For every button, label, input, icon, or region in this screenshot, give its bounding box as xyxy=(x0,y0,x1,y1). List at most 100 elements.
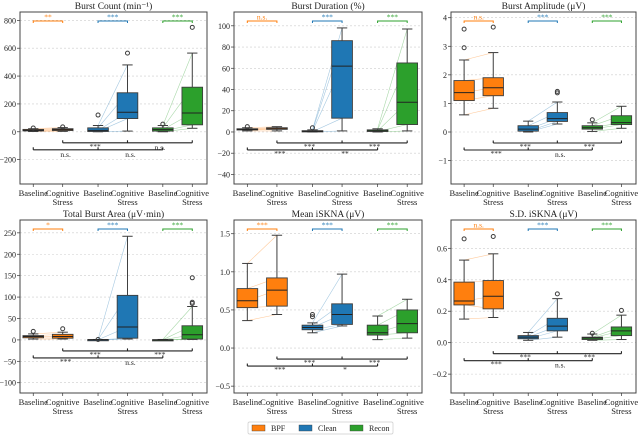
y-tick-label: 20 xyxy=(222,107,230,116)
outlier-point xyxy=(189,275,195,281)
comparison-significance-label: *** xyxy=(154,350,166,359)
x-tick-label-stress-line2: Stress xyxy=(182,406,202,416)
box-iqr xyxy=(546,112,568,122)
paired-significance-label: n.s. xyxy=(473,13,484,22)
y-tick-label: 1 xyxy=(443,99,447,108)
paired-line xyxy=(97,64,128,126)
subplot-4: −100 −50 0 50 100 150 200 250 Total Burst Area (… xyxy=(0,209,209,416)
box-bpf-stress xyxy=(482,234,504,319)
paired-significance-label: n.s. xyxy=(257,13,268,22)
axes-frame xyxy=(233,11,423,185)
legend: BPF Clean Recon xyxy=(247,421,394,435)
x-tick-label-baseline: Baseline xyxy=(514,397,543,407)
y-tick-label: −0.2 xyxy=(432,370,447,379)
paired-significance-label: *** xyxy=(601,13,613,22)
paired-line xyxy=(97,236,128,340)
axes-frame xyxy=(19,219,208,394)
box-bpf-baseline xyxy=(22,328,45,340)
outlier-point xyxy=(189,24,195,30)
paired-line xyxy=(592,314,622,335)
box-recon-baseline xyxy=(581,117,603,132)
x-tick-label-baseline: Baseline xyxy=(148,188,177,198)
x-tick-label-stress-line1: Cognitive xyxy=(176,188,210,198)
legend-label-clean: Clean xyxy=(318,424,337,433)
comparison-significance-label: n.s. xyxy=(125,358,136,367)
paired-significance-label: *** xyxy=(387,221,399,230)
x-tick-label-stress-line2: Stress xyxy=(267,197,287,207)
legend-label-recon: Recon xyxy=(369,424,389,433)
x-tick-label-baseline: Baseline xyxy=(298,188,327,198)
paired-line xyxy=(592,106,622,124)
paired-line xyxy=(528,336,558,341)
legend-swatch-recon xyxy=(349,424,364,432)
comparison-significance-label: n.s. xyxy=(155,143,166,152)
box-bpf-baseline xyxy=(236,262,259,322)
x-tick-label-stress-line1: Cognitive xyxy=(605,397,639,407)
x-tick-label-baseline: Baseline xyxy=(449,188,478,198)
comparison-significance-label: n.s. xyxy=(125,150,136,159)
comparison-significance-label: *** xyxy=(60,357,72,366)
comparison-significance-label: n.s. xyxy=(555,150,566,159)
x-tick-label-baseline: Baseline xyxy=(298,397,327,407)
paired-significance-label: *** xyxy=(107,13,119,22)
subplot-3: −1 0 1 2 3 4 Burst Amplitude (μV) n.s. *** *** ***… xyxy=(438,1,638,207)
paired-line xyxy=(464,52,494,61)
subplot-6: −0.2 0.0 0.2 0.4 0.6 S.D. iSKNA (μV) n.s. *** **… xyxy=(432,209,638,416)
box-iqr xyxy=(610,115,633,126)
x-tick-label-stress-line1: Cognitive xyxy=(111,397,145,407)
paired-bracket xyxy=(97,228,128,231)
outlier-point xyxy=(30,328,36,334)
box-iqr xyxy=(116,92,139,119)
paired-line xyxy=(247,235,278,264)
box-iqr xyxy=(331,40,353,119)
paired-bracket xyxy=(32,228,64,231)
x-tick-label-stress-line2: Stress xyxy=(267,406,287,416)
box-clean-baseline xyxy=(301,312,324,334)
box-clean-baseline xyxy=(517,331,539,341)
box-bpf-stress xyxy=(266,234,288,316)
paired-line xyxy=(377,28,408,129)
paired-line xyxy=(464,107,494,116)
legend-swatch-bpf xyxy=(251,424,266,432)
paired-significance-label: n.s. xyxy=(473,221,484,230)
outlier-point xyxy=(244,124,250,130)
box-iqr xyxy=(116,294,139,339)
box-clean-baseline xyxy=(87,336,109,342)
paired-bracket xyxy=(377,20,408,23)
box-clean-stress xyxy=(331,27,353,132)
x-tick-label-stress-line2: Stress xyxy=(483,406,503,416)
axes-frame xyxy=(233,219,423,394)
paired-significance-label: *** xyxy=(107,221,119,230)
x-tick-label-baseline: Baseline xyxy=(363,188,392,198)
outlier-point xyxy=(309,314,315,320)
paired-bracket xyxy=(97,20,128,23)
y-tick-label: 800 xyxy=(4,16,16,25)
x-tick-label-stress-line2: Stress xyxy=(117,197,137,207)
x-tick-label-stress-line2: Stress xyxy=(332,197,352,207)
outlier-point xyxy=(309,125,315,131)
comparison-significance-label: *** xyxy=(491,360,503,369)
outlier-point xyxy=(124,50,130,56)
paired-line xyxy=(527,298,558,333)
x-tick-label-stress-line1: Cognitive xyxy=(176,397,210,407)
box-recon-stress xyxy=(181,24,204,129)
paired-line xyxy=(312,273,343,324)
y-tick-label: 0.5 xyxy=(220,306,230,315)
box-recon-stress xyxy=(610,105,633,129)
comparison-significance-label: *** xyxy=(584,142,596,151)
x-tick-label-stress-line2: Stress xyxy=(397,406,417,416)
paired-line xyxy=(247,314,277,321)
box-bpf-baseline xyxy=(453,26,475,116)
box-clean-stress xyxy=(116,235,139,340)
y-tick-label: 0 xyxy=(12,336,16,345)
y-tick-label: 80 xyxy=(222,43,230,52)
y-tick-label: −100 xyxy=(0,379,16,388)
comparison-significance-label: *** xyxy=(274,365,286,374)
axes-frame xyxy=(450,11,637,185)
paired-significance-label: *** xyxy=(257,221,269,230)
paired-bracket xyxy=(162,228,193,231)
box-recon-stress xyxy=(396,298,419,339)
y-tick-label: 0.0 xyxy=(437,339,447,348)
y-tick-label: 1.0 xyxy=(220,268,230,277)
